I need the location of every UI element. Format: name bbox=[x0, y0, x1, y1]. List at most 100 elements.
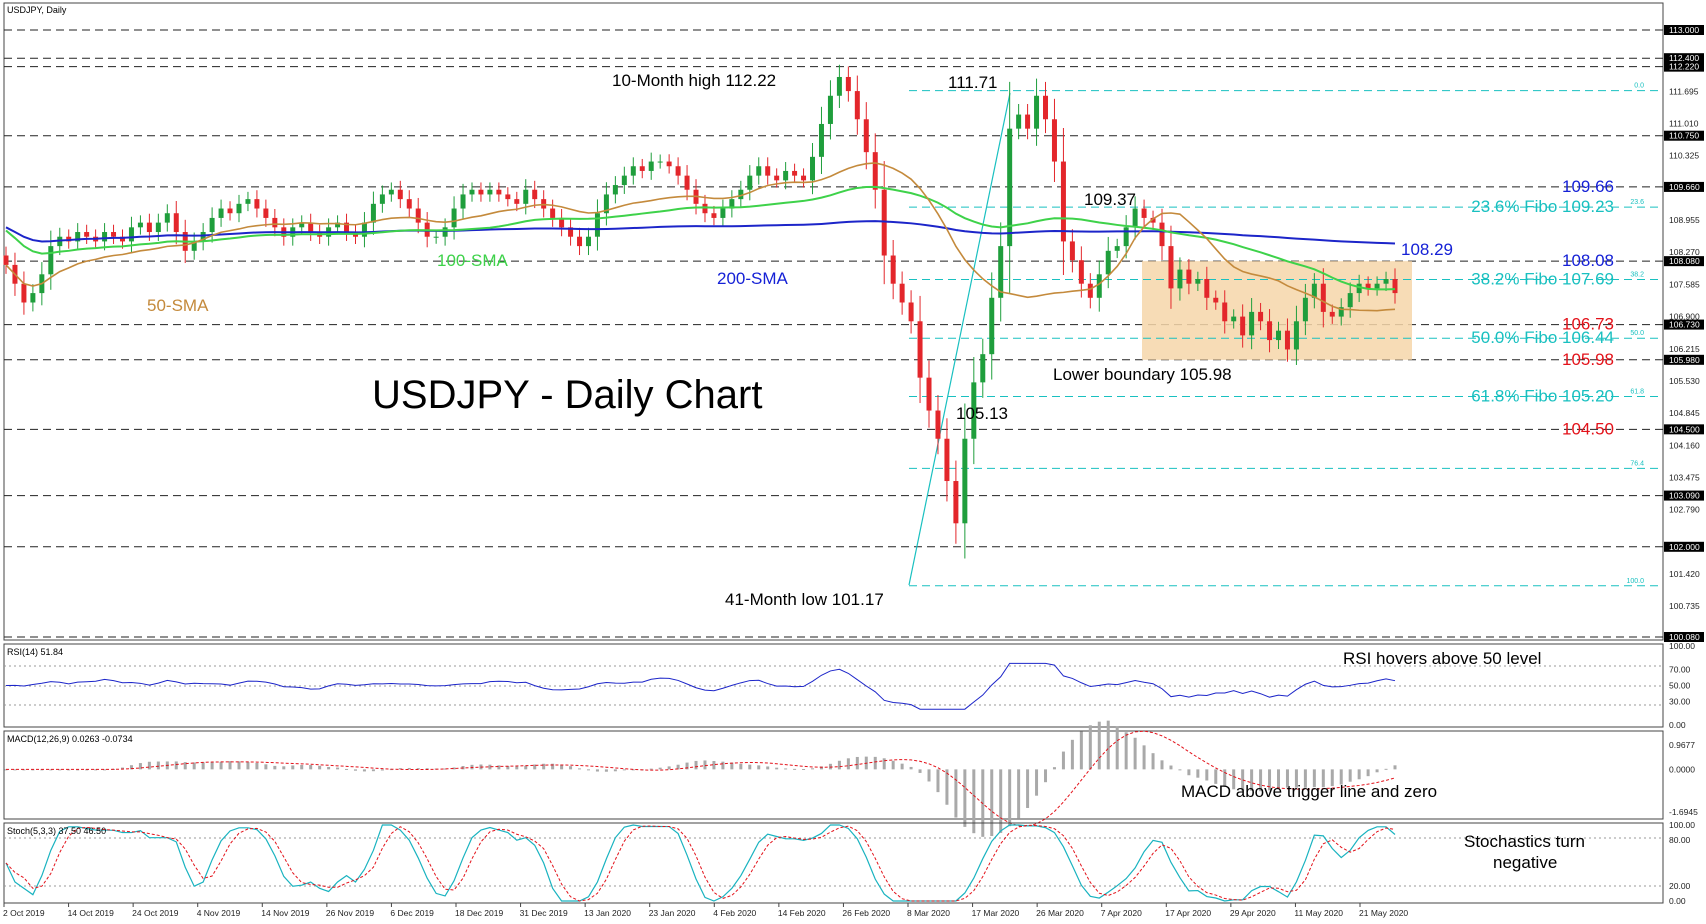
right-level-label: 106.73 bbox=[1562, 315, 1614, 334]
candle-body bbox=[1392, 279, 1398, 294]
macd-bar bbox=[246, 762, 250, 770]
macd-bar bbox=[183, 762, 187, 770]
rsi-line bbox=[5, 662, 1396, 710]
axis-highlight bbox=[1664, 181, 1704, 192]
candle-body bbox=[478, 189, 484, 195]
candle-body bbox=[1284, 330, 1290, 350]
candle-body bbox=[236, 203, 242, 214]
price-tick: 102.790 bbox=[1669, 505, 1700, 515]
date-tick: 2 Oct 2019 bbox=[3, 908, 45, 918]
candle-body bbox=[630, 166, 636, 176]
candle-body bbox=[1051, 119, 1057, 162]
candle-body bbox=[1356, 283, 1362, 294]
candle-body bbox=[1267, 321, 1273, 341]
candle-body bbox=[254, 199, 260, 209]
candle-body bbox=[559, 217, 565, 228]
macd-bar bbox=[1339, 769, 1343, 785]
candle-body bbox=[155, 222, 161, 233]
candle-body bbox=[836, 76, 842, 96]
candle-body bbox=[137, 222, 143, 228]
candle-body bbox=[738, 189, 744, 200]
macd-bar bbox=[613, 769, 617, 772]
candle-body bbox=[1159, 222, 1165, 247]
price-tick: 110.750 bbox=[1669, 131, 1699, 141]
candle-body bbox=[335, 222, 341, 228]
macd-bar bbox=[201, 762, 205, 770]
macd-bar bbox=[1232, 769, 1236, 790]
candle-body bbox=[1060, 161, 1066, 242]
candle-body bbox=[433, 236, 439, 238]
sma50-line bbox=[5, 162, 1396, 312]
macd-panel: MACD(12,26,9) 0.0263 -0.0734 MACD above … bbox=[3, 720, 1698, 837]
macd-bar bbox=[58, 769, 62, 771]
axis-highlight bbox=[1664, 61, 1704, 72]
candle-body bbox=[621, 175, 627, 186]
macd-bar bbox=[721, 761, 725, 770]
axis-highlight bbox=[1664, 424, 1704, 435]
candle-body bbox=[1168, 246, 1174, 289]
stoch-tick: 80.00 bbox=[1669, 835, 1691, 845]
candle-body bbox=[299, 222, 305, 228]
stoch-header: Stoch(5,3,3) 37.50 46.50 bbox=[7, 826, 106, 836]
rsi-tick: 0.00 bbox=[1669, 720, 1686, 730]
macd-bar bbox=[1088, 725, 1092, 770]
macd-bar bbox=[273, 765, 277, 770]
candle-body bbox=[3, 255, 9, 265]
macd-bar bbox=[802, 768, 806, 770]
macd-bar bbox=[1196, 769, 1200, 778]
macd-axis: 0.9677 0.0000 -1.6945 bbox=[1669, 740, 1698, 817]
candle-body bbox=[496, 189, 502, 195]
candle-body bbox=[989, 297, 995, 355]
candle-body bbox=[684, 175, 690, 190]
candle-body bbox=[1096, 274, 1102, 298]
macd-bar bbox=[1384, 768, 1388, 770]
price-tick: 107.585 bbox=[1669, 279, 1700, 289]
candle-body bbox=[451, 208, 457, 228]
macd-bar bbox=[398, 768, 402, 770]
price-tick: 106.730 bbox=[1669, 320, 1700, 330]
date-tick: 11 May 2020 bbox=[1294, 908, 1343, 918]
candle-body bbox=[675, 166, 681, 176]
high-annotation: 10-Month high 112.22 bbox=[612, 71, 776, 90]
price-tick: 102.000 bbox=[1669, 542, 1700, 552]
macd-bar bbox=[1142, 745, 1146, 770]
macd-header: MACD(12,26,9) 0.0263 -0.0734 bbox=[7, 734, 133, 744]
sma100-line bbox=[5, 185, 1396, 291]
macd-bar bbox=[452, 767, 456, 770]
candle-body bbox=[908, 302, 914, 322]
candle-body bbox=[111, 232, 117, 237]
price-tick: 111.695 bbox=[1669, 86, 1699, 96]
price-tick: 104.845 bbox=[1669, 408, 1700, 418]
macd-bar bbox=[1070, 739, 1074, 770]
macd-bar bbox=[425, 768, 429, 770]
candle-body bbox=[585, 236, 591, 247]
date-tick: 26 Mar 2020 bbox=[1036, 908, 1084, 918]
price-tick: 101.420 bbox=[1669, 569, 1700, 579]
candle-body bbox=[1132, 208, 1138, 228]
rsi-tick: 100.00 bbox=[1669, 641, 1695, 651]
candle-body bbox=[899, 283, 905, 303]
macd-bar bbox=[631, 769, 635, 771]
macd-bar bbox=[873, 756, 877, 770]
macd-bar bbox=[811, 768, 815, 770]
macd-bar bbox=[416, 768, 420, 770]
macd-bar bbox=[560, 764, 564, 770]
candle-body bbox=[272, 217, 278, 228]
macd-bar bbox=[730, 762, 734, 770]
macd-tick: 0.0000 bbox=[1669, 764, 1695, 774]
price-tick: 112.220 bbox=[1669, 62, 1699, 72]
candle-body bbox=[827, 95, 833, 124]
macd-bar bbox=[264, 764, 268, 770]
candle-body bbox=[21, 283, 27, 303]
date-tick: 21 May 2020 bbox=[1359, 908, 1408, 918]
date-tick: 31 Dec 2019 bbox=[520, 908, 568, 918]
fibo-tag: 0.0 bbox=[1634, 83, 1644, 90]
candle-body bbox=[648, 161, 654, 171]
macd-bar bbox=[1366, 769, 1370, 777]
candle-body bbox=[1240, 316, 1246, 336]
macd-bar bbox=[237, 761, 241, 770]
macd-bar bbox=[604, 769, 608, 772]
macd-bar bbox=[658, 767, 662, 770]
stoch-tick: 0.00 bbox=[1669, 896, 1686, 906]
macd-bar bbox=[1312, 769, 1316, 788]
